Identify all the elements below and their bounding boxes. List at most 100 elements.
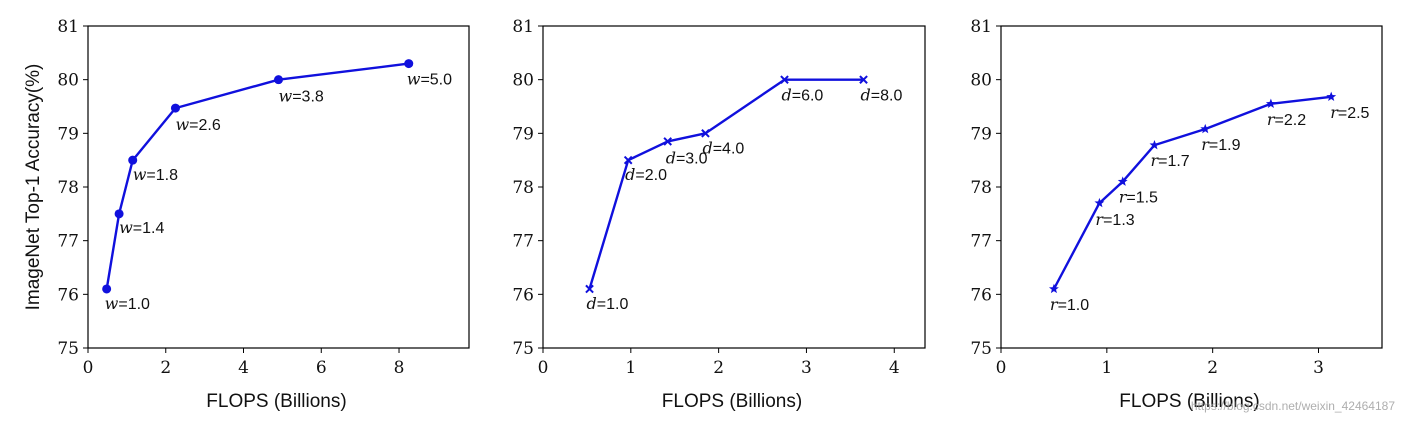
data-label: d=1.0 <box>587 294 629 313</box>
data-label: r=1.9 <box>1201 135 1240 154</box>
data-label-value: =1.0 <box>118 296 150 313</box>
y-tick-label: 77 <box>57 232 79 252</box>
data-label: w=1.8 <box>133 165 178 184</box>
data-label: r=1.0 <box>1050 295 1089 314</box>
data-label: r=1.7 <box>1150 151 1189 170</box>
data-label-variable: r <box>1201 135 1210 154</box>
data-point <box>623 155 633 165</box>
data-point <box>1265 98 1276 109</box>
data-point <box>274 75 283 85</box>
x-tick-label: 0 <box>538 358 549 378</box>
y-tick-label: 78 <box>970 178 992 198</box>
data-label: r=1.3 <box>1095 210 1134 229</box>
series-line <box>588 78 864 290</box>
data-label-variable: r <box>1119 188 1128 207</box>
data-point <box>1117 176 1128 186</box>
data-label-variable: r <box>1150 151 1159 170</box>
data-point <box>404 59 414 69</box>
data-label-value: =4.0 <box>713 140 745 157</box>
data-label: r=1.5 <box>1119 188 1158 207</box>
data-label-value: =1.3 <box>1103 212 1135 229</box>
data-label-value: =8.0 <box>871 88 903 105</box>
data-label: w=3.8 <box>279 87 324 106</box>
y-tick-label: 79 <box>57 124 79 144</box>
x-tick-label: 4 <box>889 358 900 378</box>
watermark-text: https://blog.csdn.net/weixin_42464187 <box>1191 399 1395 413</box>
data-label-value: =1.0 <box>597 296 629 313</box>
y-tick-label: 81 <box>512 17 534 37</box>
data-label: d=2.0 <box>625 165 667 184</box>
y-tick-label: 81 <box>57 17 79 37</box>
data-label-value: =1.4 <box>133 220 165 237</box>
x-tick-label: 4 <box>238 358 249 378</box>
y-tick-label: 75 <box>57 339 79 359</box>
x-tick-label: 0 <box>996 358 1007 378</box>
x-tick-label: 2 <box>713 358 724 378</box>
y-tick-label: 81 <box>970 17 992 37</box>
x-tick-label: 2 <box>1207 358 1218 378</box>
data-label: d=6.0 <box>781 86 823 105</box>
y-tick-label: 80 <box>970 71 992 91</box>
y-tick-label: 80 <box>512 71 534 91</box>
data-label: w=2.6 <box>175 115 220 134</box>
y-tick-label: 77 <box>512 232 534 252</box>
data-label-variable: d <box>666 148 676 167</box>
y-tick-label: 76 <box>57 285 79 305</box>
data-label-value: =1.8 <box>146 167 178 184</box>
x-tick-label: 3 <box>1313 358 1324 378</box>
x-tick-label: 1 <box>625 358 636 378</box>
data-label: w=1.0 <box>105 294 150 313</box>
y-tick-label: 75 <box>970 339 992 359</box>
data-label-value: =2.5 <box>1338 105 1370 122</box>
data-label-value: =2.6 <box>189 117 221 134</box>
data-label-variable: w <box>119 218 133 237</box>
y-axis-title: ImageNet Top-1 Accuracy(%) <box>23 64 44 311</box>
data-point <box>1200 123 1211 134</box>
y-tick-label: 75 <box>512 339 534 359</box>
data-label-variable: d <box>625 165 635 184</box>
data-label-variable: w <box>279 87 293 106</box>
x-tick-label: 3 <box>801 358 812 378</box>
data-point <box>585 284 594 294</box>
data-label: r=2.2 <box>1267 110 1306 129</box>
data-label-variable: r <box>1050 295 1059 314</box>
data-label-variable: d <box>781 86 791 105</box>
data-point <box>1149 139 1160 150</box>
x-tick-label: 2 <box>160 358 171 378</box>
data-point <box>859 75 868 84</box>
data-label-value: =5.0 <box>420 72 452 89</box>
data-point <box>780 75 789 84</box>
data-point <box>114 209 124 219</box>
data-point <box>170 103 180 113</box>
data-label-value: =1.9 <box>1209 137 1241 154</box>
y-tick-label: 76 <box>512 285 534 305</box>
data-label: d=4.0 <box>702 138 744 157</box>
panel-width-scaling: 75 76 77 78 79 80 81 0 2 4 6 8 FLOPS (Billions) Image… <box>23 17 470 412</box>
data-point <box>663 137 673 146</box>
data-label-value: =2.0 <box>635 167 667 184</box>
data-label-variable: d <box>861 86 871 105</box>
data-label-variable: d <box>587 294 597 313</box>
data-label-variable: w <box>105 294 119 313</box>
x-tick-label: 8 <box>394 358 405 378</box>
data-label-variable: r <box>1330 103 1339 122</box>
x-axis-title: FLOPS (Billions) <box>1119 391 1259 412</box>
data-label: d=3.0 <box>666 148 708 167</box>
data-point <box>1094 197 1105 208</box>
x-tick-label: 6 <box>316 358 327 378</box>
data-label-value: =3.8 <box>292 89 324 106</box>
y-tick-label: 78 <box>512 178 534 198</box>
data-label-variable: w <box>133 165 147 184</box>
data-label: w=1.4 <box>119 218 164 237</box>
data-label-value: =2.2 <box>1275 112 1307 129</box>
data-label-variable: w <box>175 115 189 134</box>
data-point <box>128 155 138 165</box>
data-label-variable: d <box>702 138 712 157</box>
data-label-value: =3.0 <box>676 150 708 167</box>
data-label-variable: r <box>1267 110 1276 129</box>
data-label-value: =1.7 <box>1158 153 1190 170</box>
y-tick-label: 79 <box>970 124 992 144</box>
data-label: d=8.0 <box>861 86 903 105</box>
y-tick-label: 79 <box>512 124 534 144</box>
